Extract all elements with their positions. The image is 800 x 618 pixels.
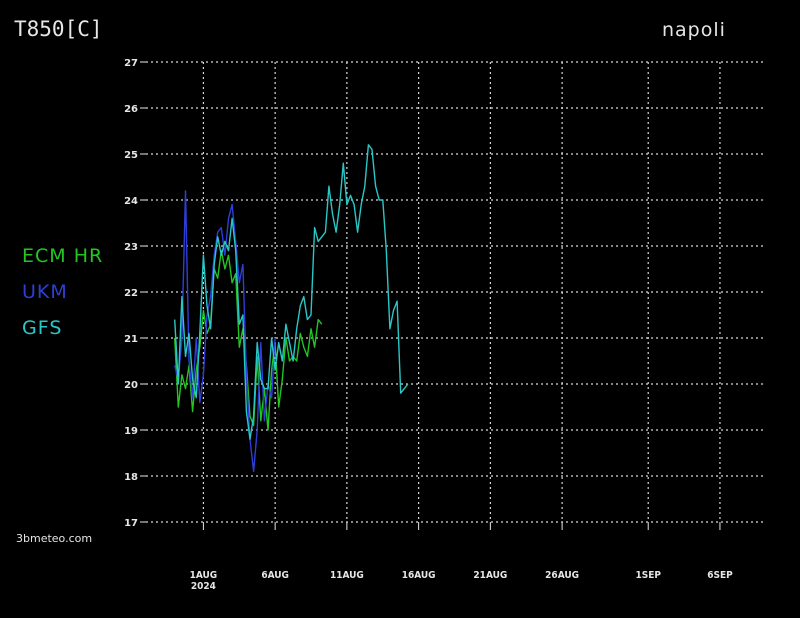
y-tick-label: 23 [124, 242, 138, 253]
x-tick-label: 11AUG [330, 570, 364, 581]
credit-text: 3bmeteo.com [16, 532, 92, 545]
y-tick-label: 25 [124, 150, 138, 161]
series-line-ukm [174, 190, 276, 473]
x-tick-label: 6AUG [261, 570, 289, 581]
x-tick-label: 1SEP [635, 570, 661, 581]
chart-title: T850[C] [14, 17, 103, 41]
x-tick-label: 6SEP [707, 570, 733, 581]
legend-item-gfs: GFS [22, 317, 62, 339]
y-tick-label: 21 [124, 334, 138, 345]
legend: ECM HR UKM GFS [22, 245, 103, 339]
y-tick-label: 24 [124, 196, 138, 207]
y-tick-label: 20 [124, 380, 138, 391]
y-tick-label: 22 [124, 288, 138, 299]
series-line-gfs [174, 144, 409, 440]
y-axis: 17 18 19 20 21 22 23 24 25 26 27 [124, 58, 146, 529]
y-tick-label: 27 [124, 58, 138, 69]
y-tick-label: 19 [124, 426, 138, 437]
x-tick-label: 16AUG [402, 570, 436, 581]
x-tick-label: 1AUG [190, 570, 218, 581]
grid [146, 61, 763, 523]
legend-item-ukm: UKM [22, 281, 68, 303]
y-tick-label: 17 [124, 518, 138, 529]
x-tick-label: 26AUG [545, 570, 579, 581]
location-name: napoli [662, 19, 726, 41]
series-lines [174, 144, 409, 473]
y-tick-label: 18 [124, 472, 138, 483]
y-tick-label: 26 [124, 104, 138, 115]
x-tick-label: 21AUG [473, 570, 507, 581]
x-tick-year-label: 2024 [191, 581, 216, 592]
legend-item-ecm-hr: ECM HR [22, 245, 103, 267]
